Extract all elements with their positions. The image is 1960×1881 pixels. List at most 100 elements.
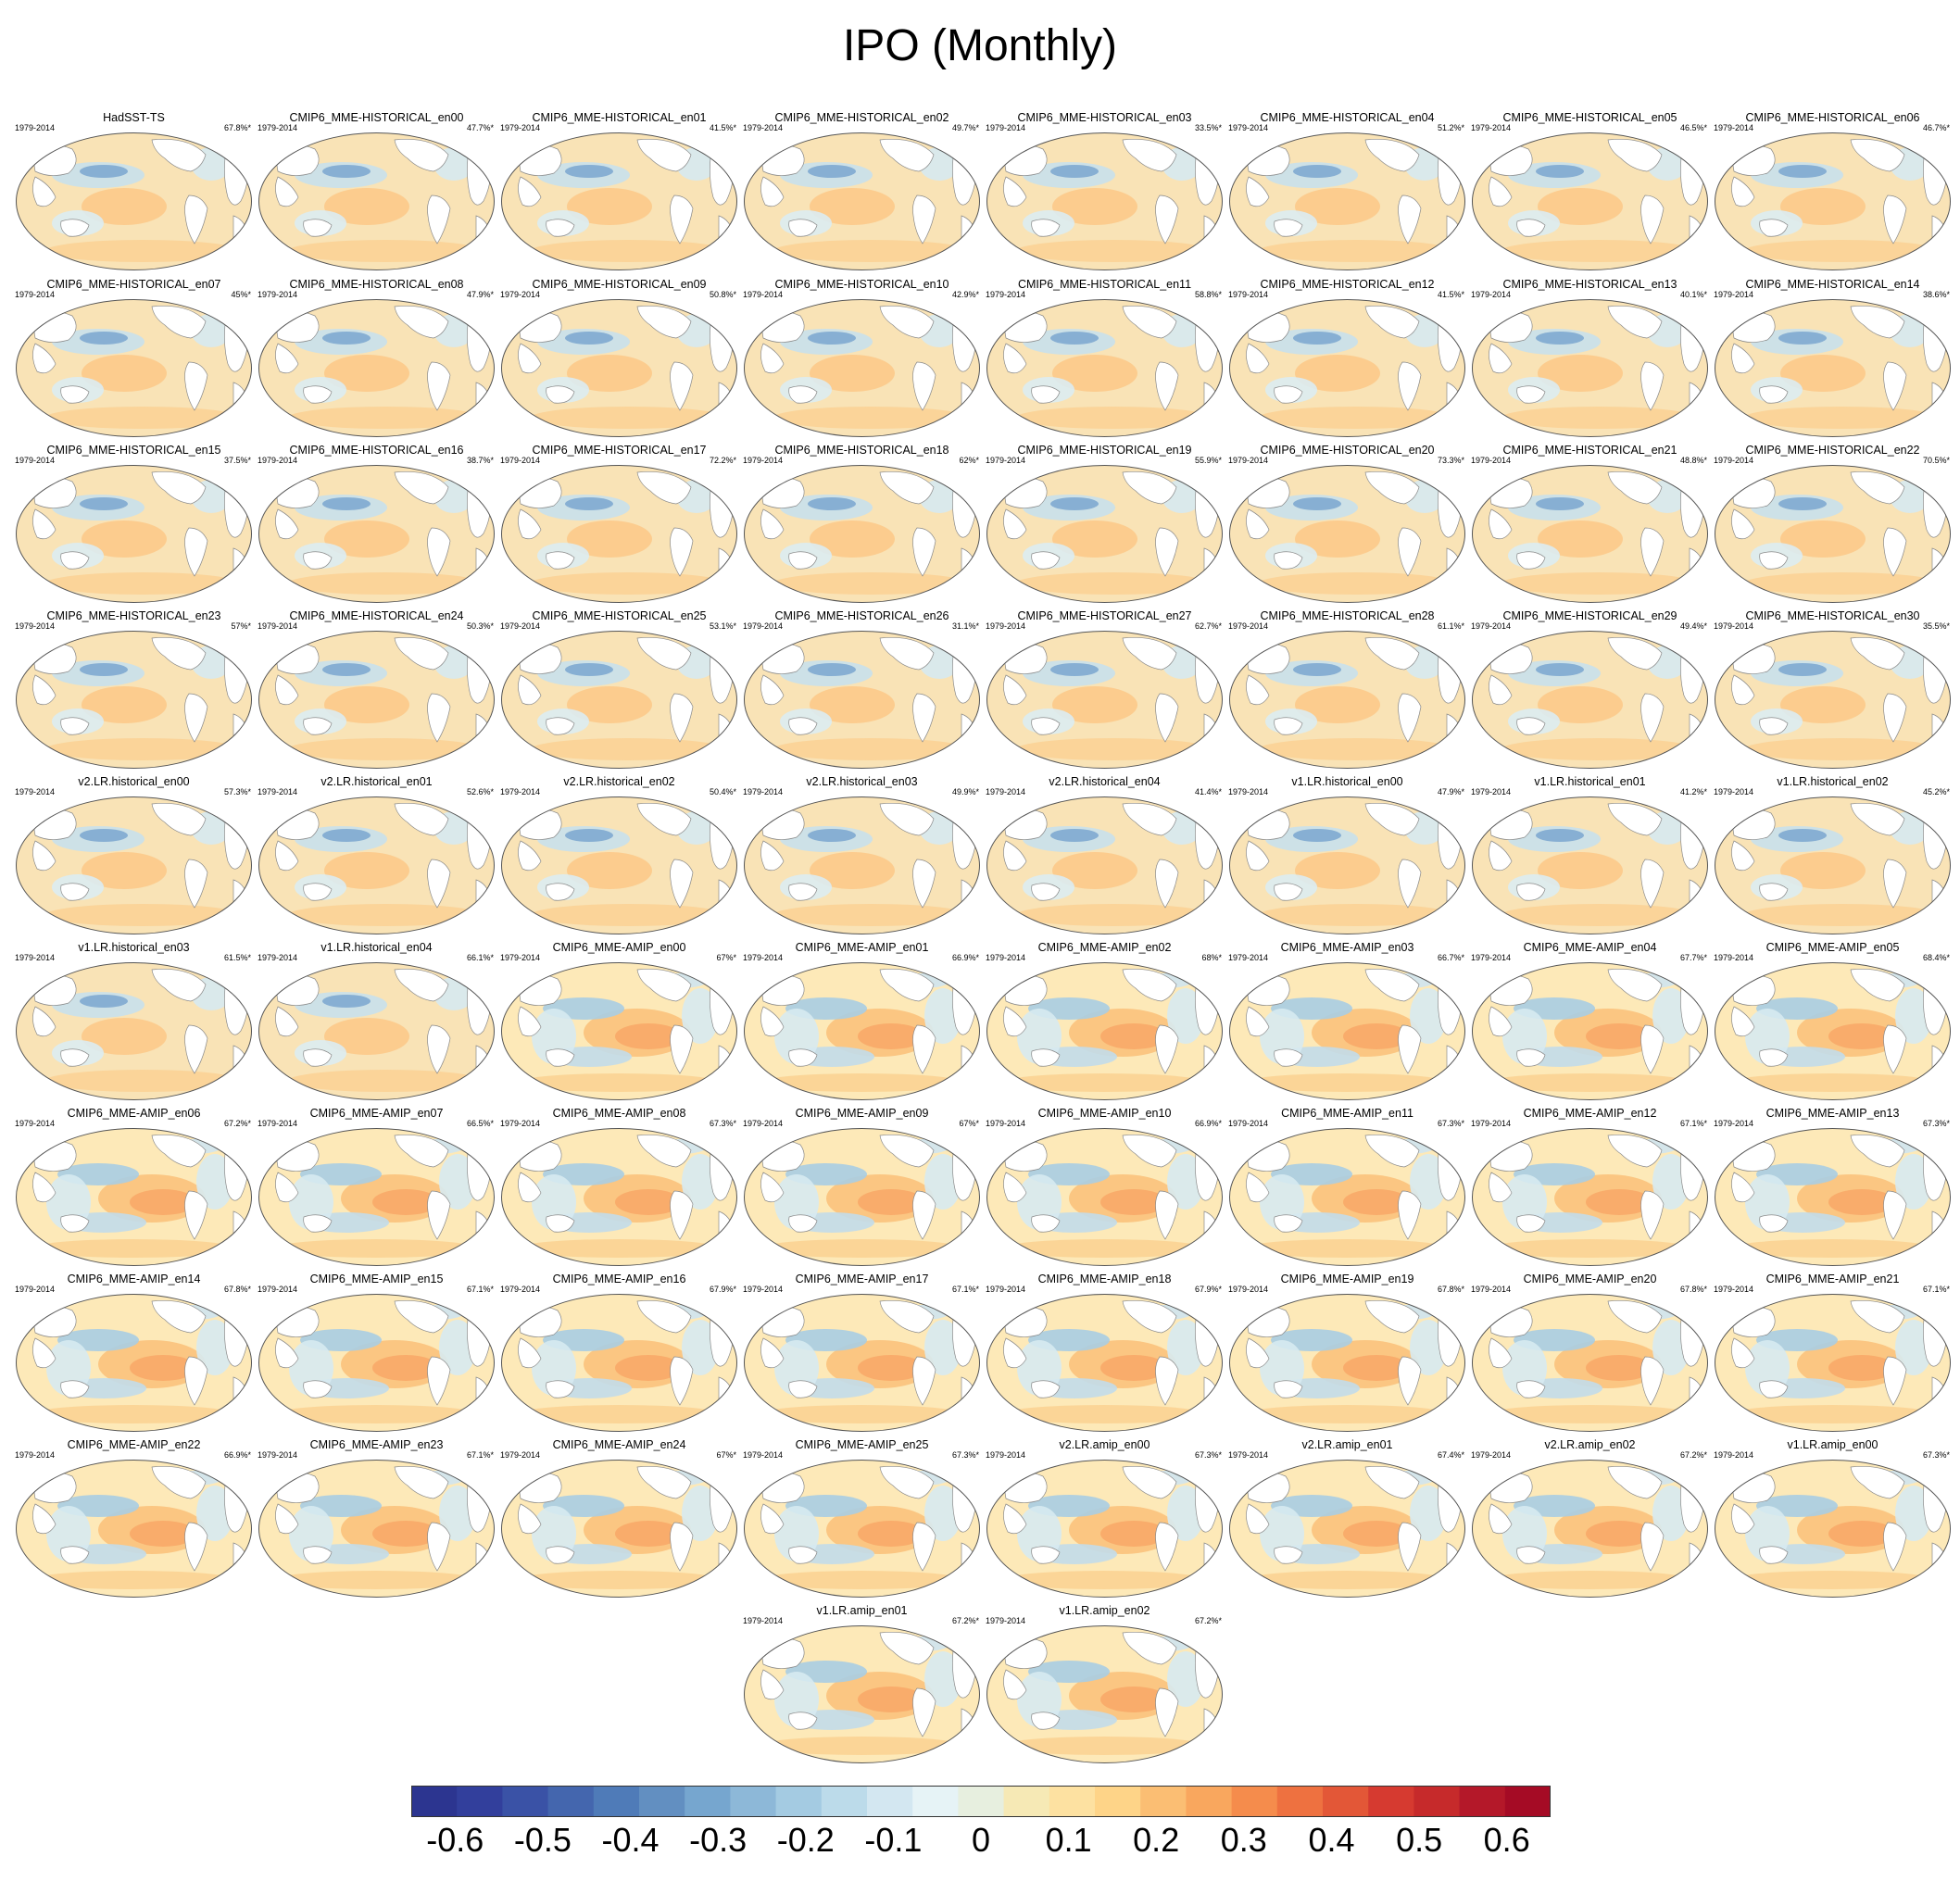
landmass — [394, 803, 449, 836]
landmass — [912, 527, 936, 577]
field-anomaly — [810, 188, 895, 225]
colorbar-tick-label: 0 — [971, 1821, 991, 1859]
panel-period: 1979-2014 — [15, 290, 56, 299]
field-anomaly — [773, 572, 968, 595]
map-outline — [986, 631, 1223, 769]
landmass — [1003, 1503, 1027, 1535]
landmass — [1001, 1305, 1048, 1337]
landmass — [518, 343, 542, 374]
panel-title: CMIP6_MME-HISTORICAL_en26 — [774, 609, 949, 622]
field-anomaly — [1536, 497, 1584, 510]
panel-title: v2.LR.amip_en02 — [1544, 1438, 1636, 1451]
landmass — [760, 343, 785, 374]
panel-period: 1979-2014 — [1714, 953, 1754, 962]
panel-title: v2.LR.historical_en02 — [563, 775, 675, 788]
landmass — [516, 310, 562, 343]
landmass — [1516, 717, 1546, 735]
field-anomaly — [1052, 520, 1137, 558]
landmass — [636, 637, 692, 671]
field-anomaly — [1167, 1320, 1204, 1375]
landmass — [1850, 1135, 1905, 1168]
landmass — [1883, 1522, 1907, 1572]
field-anomaly — [924, 1154, 961, 1210]
panel-title: CMIP6_MME-HISTORICAL_en14 — [1745, 278, 1920, 291]
landmass — [60, 385, 90, 404]
field-anomaly — [1293, 497, 1341, 510]
panel-variance-percent: 67.1%* — [951, 1285, 979, 1294]
panel-title: CMIP6_MME-HISTORICAL_en21 — [1502, 444, 1677, 457]
landmass — [1274, 551, 1303, 570]
panel-period: 1979-2014 — [743, 1119, 784, 1128]
landmass — [1246, 343, 1270, 374]
map-outline — [1472, 465, 1708, 603]
field-anomaly — [1002, 1239, 1206, 1258]
field-anomaly — [1744, 738, 1939, 760]
landmass — [1244, 973, 1290, 1006]
panel-period: 1979-2014 — [15, 1285, 56, 1294]
field-anomaly — [1410, 1154, 1447, 1210]
field-anomaly — [1780, 188, 1866, 225]
colorbar-tick-label: -0.5 — [513, 1821, 572, 1859]
landmass — [427, 527, 451, 577]
panel-period: 1979-2014 — [1714, 787, 1754, 796]
panel-period: 1979-2014 — [1471, 1285, 1512, 1294]
map-panel: CMIP6_MME-AMIP_en10 1979-2014 66.9%* — [984, 1107, 1225, 1272]
colorbar-border — [411, 1786, 1551, 1817]
panel-variance-percent: 67.7%* — [1679, 953, 1707, 962]
landmass — [912, 194, 936, 245]
landmass — [151, 1135, 207, 1168]
landmass — [788, 1380, 818, 1398]
landmass — [1246, 1006, 1270, 1037]
colorbar-swatch — [1459, 1786, 1506, 1817]
field-anomaly — [1259, 407, 1453, 429]
landmass — [60, 219, 90, 237]
landmass — [546, 385, 575, 404]
landmass — [1607, 803, 1663, 836]
map-panel: CMIP6_MME-HISTORICAL_en19 1979-2014 55.9%* — [984, 444, 1225, 608]
landmass — [1246, 1337, 1270, 1369]
landmass — [1850, 637, 1905, 671]
panel-variance-percent: 62.7%* — [1194, 621, 1222, 631]
landmass — [636, 1300, 692, 1334]
landmass — [184, 1356, 208, 1406]
panel-title: CMIP6_MME-HISTORICAL_en19 — [1017, 444, 1192, 457]
landmass — [275, 176, 299, 207]
field-anomaly — [1536, 829, 1584, 842]
landmass — [1246, 1503, 1270, 1535]
landmass — [788, 1048, 818, 1067]
panel-title: CMIP6_MME-AMIP_en16 — [552, 1273, 686, 1285]
landmass — [1398, 1024, 1422, 1074]
landmass — [788, 551, 818, 570]
map-panel: CMIP6_MME-HISTORICAL_en11 1979-2014 58.8%* — [984, 278, 1225, 443]
landmass — [760, 674, 785, 706]
landmass — [1850, 471, 1905, 505]
map-panel: CMIP6_MME-HISTORICAL_en15 1979-2014 37.5%* — [13, 444, 255, 608]
colorbar-swatch — [1504, 1786, 1551, 1817]
field-anomaly — [1778, 829, 1827, 842]
landmass — [788, 1712, 818, 1730]
map-panel: CMIP6_MME-AMIP_en19 1979-2014 67.8%* — [1226, 1273, 1468, 1437]
map-panel: CMIP6_MME-AMIP_en13 1979-2014 67.3%* — [1712, 1107, 1954, 1272]
landmass — [1364, 1135, 1420, 1168]
landmass — [303, 1380, 333, 1398]
landmass — [1731, 1172, 1755, 1203]
colorbar-swatch — [1368, 1786, 1414, 1817]
landmass — [1031, 717, 1061, 735]
field-anomaly — [1293, 332, 1341, 345]
field-anomaly — [1586, 1355, 1652, 1381]
panel-variance-percent: 49.4%* — [1679, 621, 1707, 631]
map-panel-grid: HadSST-TS 1979-2014 67.8%* CMIP6_MME-HISTOR… — [13, 111, 1954, 1763]
landmass — [275, 840, 299, 872]
panel-variance-percent: 38.7%* — [466, 456, 494, 465]
landmass — [1155, 693, 1179, 743]
map-projection — [986, 631, 1223, 769]
landmass — [1640, 1356, 1665, 1406]
map-outline — [1715, 132, 1951, 270]
landmass — [184, 693, 208, 743]
landmass — [1607, 1135, 1663, 1168]
map-outline — [744, 1294, 980, 1432]
panel-title: v2.LR.historical_en04 — [1049, 775, 1161, 788]
panel-variance-percent: 50.8%* — [709, 290, 736, 299]
map-outline — [744, 1625, 980, 1763]
map-projection — [16, 1294, 252, 1432]
